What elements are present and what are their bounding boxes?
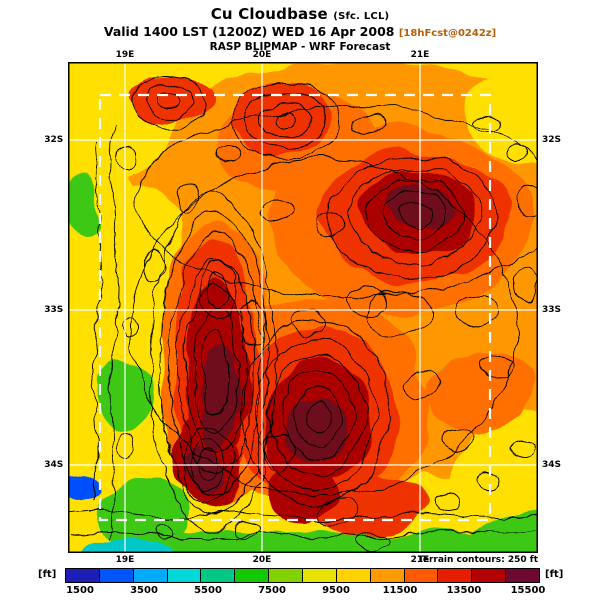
lat-label-right: 32S bbox=[542, 135, 562, 145]
forecast-tag: [18hFcst@0242z] bbox=[398, 28, 497, 39]
colorbar-cell bbox=[303, 569, 337, 582]
lon-label-bottom: 19E bbox=[115, 555, 135, 565]
colorbar bbox=[65, 568, 540, 583]
colorbar-tick-label: 3500 bbox=[130, 585, 158, 596]
colorbar-tick-label: 13500 bbox=[446, 585, 482, 596]
colorbar-cell bbox=[269, 569, 304, 582]
colorbar-unit-left: [ft] bbox=[38, 569, 57, 580]
title-suffix: (Sfc. LCL) bbox=[333, 11, 390, 22]
lat-label-right: 33S bbox=[542, 305, 562, 315]
header: Cu Cloudbase (Sfc. LCL) Valid 1400 LST (… bbox=[0, 5, 600, 53]
colorbar-cell bbox=[336, 569, 371, 582]
lon-label-bottom: 21E bbox=[410, 555, 430, 565]
colorbar-cell bbox=[370, 569, 405, 582]
colorbar-cell bbox=[506, 569, 540, 582]
colorbar-cell bbox=[133, 569, 168, 582]
lon-label-top: 19E bbox=[115, 50, 135, 60]
colorbar-cell bbox=[66, 569, 100, 582]
colorbar-cell bbox=[438, 569, 473, 582]
latlon-grid bbox=[69, 63, 537, 552]
colorbar-cell bbox=[99, 569, 134, 582]
colorbar-cell bbox=[235, 569, 270, 582]
lon-label-top: 21E bbox=[410, 50, 430, 60]
title-text: Cu Cloudbase bbox=[210, 5, 328, 23]
colorbar-cell bbox=[201, 569, 236, 582]
model-domain-boundary bbox=[98, 93, 492, 522]
lon-label-top: 20E bbox=[252, 50, 272, 60]
lat-label-left: 32S bbox=[44, 135, 64, 145]
colorbar-cell bbox=[404, 569, 439, 582]
terrain-contour-note: Terrain contours: 250 ft bbox=[417, 555, 538, 565]
terrain-contours bbox=[69, 75, 537, 551]
map-canvas bbox=[68, 62, 538, 553]
map-frame bbox=[68, 62, 538, 553]
valid-time-text: Valid 1400 LST (1200Z) WED 16 Apr 2008 bbox=[103, 24, 395, 39]
colorbar-tick-label: 1500 bbox=[66, 585, 94, 596]
colorbar-unit-right: [ft] bbox=[545, 569, 564, 580]
colorbar-tick-label: 9500 bbox=[322, 585, 350, 596]
colorbar-tick-label: 15500 bbox=[510, 585, 546, 596]
colorbar-cell bbox=[472, 569, 507, 582]
page-title: Cu Cloudbase (Sfc. LCL) bbox=[0, 5, 600, 23]
lat-label-left: 33S bbox=[44, 305, 64, 315]
cloudbase-color-fill bbox=[69, 63, 537, 552]
colorbar-tick-label: 7500 bbox=[258, 585, 286, 596]
valid-time-line: Valid 1400 LST (1200Z) WED 16 Apr 2008 [… bbox=[0, 24, 600, 39]
colorbar-tick-label: 11500 bbox=[382, 585, 418, 596]
colorbar-tick-label: 5500 bbox=[194, 585, 222, 596]
lat-label-left: 34S bbox=[44, 460, 64, 470]
lat-label-right: 34S bbox=[542, 460, 562, 470]
colorbar-cell bbox=[167, 569, 202, 582]
lon-label-bottom: 20E bbox=[252, 555, 272, 565]
model-line: RASP BLIPMAP - WRF Forecast bbox=[209, 41, 391, 53]
